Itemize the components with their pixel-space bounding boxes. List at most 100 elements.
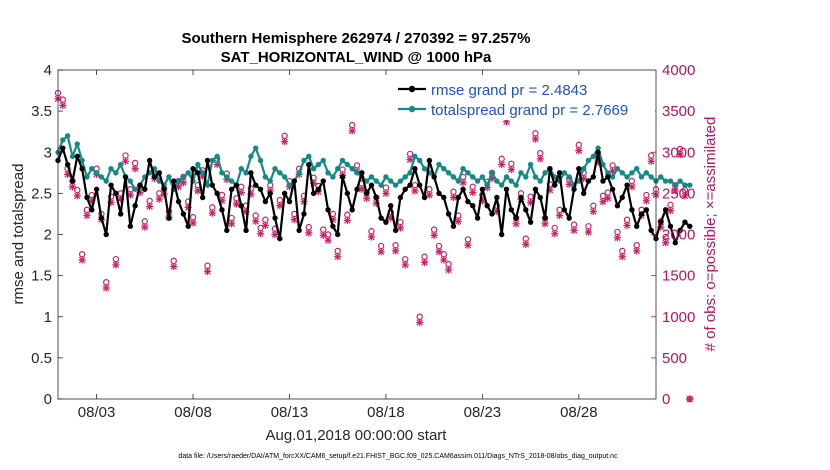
obs-assimilated-point: [647, 157, 655, 165]
y-tick-label-left: 1: [44, 309, 52, 326]
obs-assimilated-point: [252, 217, 260, 225]
spread-point: [301, 157, 307, 164]
rmse-point: [142, 186, 148, 192]
rmse-point: [315, 186, 322, 192]
obs-assimilated-point: [454, 217, 462, 225]
rmse-point: [156, 170, 162, 176]
rmse-point: [595, 149, 601, 155]
spread-point: [74, 141, 80, 147]
rmse-point: [378, 215, 384, 221]
spread-point: [474, 178, 481, 184]
rmse-point: [228, 186, 235, 192]
rmse-point: [465, 198, 471, 205]
obs-assimilated-point: [343, 216, 351, 225]
x-tick-label: 08/03: [78, 404, 116, 421]
spread-point: [224, 174, 230, 180]
obs-assimilated-point: [112, 261, 120, 269]
rmse-point: [513, 215, 519, 221]
obs-assimilated-point: [449, 193, 458, 202]
rmse-point: [523, 207, 529, 213]
spread-point: [590, 153, 597, 160]
rmse-point: [301, 211, 307, 217]
rmse-point: [248, 170, 254, 176]
rmse-point: [629, 207, 635, 213]
obs-assimilated-point: [401, 261, 409, 269]
obs-assimilated-point: [445, 266, 453, 274]
rmse-point: [363, 190, 370, 197]
x-tick-label: 08/08: [174, 404, 212, 421]
rmse-point: [682, 219, 688, 225]
spread-point: [513, 182, 519, 188]
rmse-point: [474, 215, 481, 221]
rmse-point: [547, 166, 553, 172]
rmse-point: [257, 186, 264, 192]
obs-assimilated-point: [575, 147, 583, 155]
rmse-point: [185, 223, 191, 229]
obs-assimilated-point: [189, 219, 197, 227]
x-axis-label: Aug.01,2018 00:00:00 start: [266, 427, 448, 444]
rmse-point: [349, 207, 355, 213]
rmse-point: [117, 211, 124, 217]
rmse-point: [388, 203, 394, 209]
y-tick-label-right: 500: [662, 350, 687, 367]
rmse-point: [195, 170, 201, 176]
spread-point: [117, 161, 124, 168]
spread-point: [682, 182, 688, 188]
legend: rmse grand pr = 2.4843 totalspread grand…: [393, 76, 655, 120]
rmse-point: [180, 211, 187, 217]
rmse-point: [412, 166, 418, 172]
rmse-point: [600, 178, 606, 184]
chart-subtitle: SAT_HORIZONTAL_WIND @ 1000 hPa: [221, 49, 492, 66]
obs-assimilated-point: [565, 180, 573, 188]
rmse-point: [687, 223, 693, 229]
rmse-point: [518, 194, 524, 201]
rmse-point: [368, 182, 375, 188]
rmse-point: [392, 227, 399, 234]
rmse-point: [643, 207, 650, 213]
rmse-point: [542, 215, 548, 221]
spread-point: [658, 174, 664, 180]
obs-assimilated-point: [281, 137, 289, 146]
rmse-point: [272, 215, 278, 221]
obs-assimilated-point: [420, 258, 429, 267]
spread-point: [445, 170, 452, 176]
spread-point: [624, 174, 630, 180]
obs-assimilated-point: [584, 228, 593, 236]
rmse-point: [532, 186, 539, 192]
spread-point: [281, 174, 288, 180]
rmse-point: [79, 166, 85, 172]
spread-point: [421, 166, 428, 172]
rmse-point: [460, 186, 466, 192]
spread-point: [354, 170, 360, 176]
rmse-point: [605, 174, 611, 180]
obs-assimilated-point: [570, 226, 578, 234]
rmse-point: [108, 182, 114, 188]
spread-point: [479, 174, 486, 180]
legend-rmse-marker: [408, 85, 416, 93]
rmse-point: [537, 194, 543, 201]
obs-assimilated-point: [83, 211, 91, 220]
rmse-point: [166, 215, 172, 221]
spread-point: [662, 178, 669, 184]
rmse-point: [286, 198, 293, 205]
obs-assimilated-point: [430, 231, 438, 239]
rmse-point: [426, 157, 433, 164]
rmse-point: [638, 211, 645, 217]
obs-assimilated-point: [662, 239, 670, 247]
spread-point: [537, 178, 543, 184]
rmse-point: [416, 182, 423, 188]
obs-assimilated-point: [676, 151, 684, 159]
spread-point: [127, 178, 134, 184]
spread-point: [498, 182, 505, 188]
rmse-point: [624, 182, 630, 188]
spread-point: [648, 174, 654, 180]
spread-point: [643, 170, 650, 176]
spread-point: [494, 178, 500, 184]
obs-assimilated-point: [551, 230, 559, 238]
rmse-point: [576, 166, 582, 172]
obs-assimilated-point: [271, 230, 279, 239]
y-tick-label-left: 3: [44, 144, 52, 161]
spread-point: [306, 153, 312, 160]
spread-point: [166, 174, 172, 180]
rmse-point: [667, 223, 674, 229]
